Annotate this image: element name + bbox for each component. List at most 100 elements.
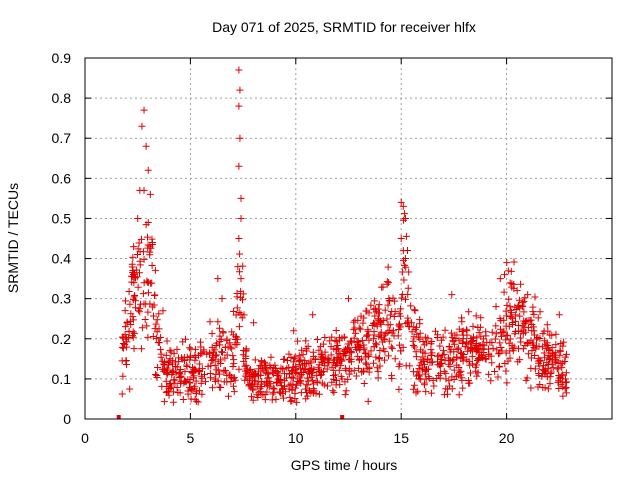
data-point	[166, 346, 174, 354]
data-point	[141, 315, 149, 323]
data-point	[144, 218, 152, 226]
data-point	[507, 267, 515, 275]
data-point	[488, 328, 496, 336]
data-point	[559, 359, 567, 367]
data-point	[415, 365, 423, 373]
data-point	[512, 306, 520, 314]
data-point	[165, 391, 173, 399]
data-point	[321, 333, 329, 341]
data-point	[223, 351, 231, 359]
data-point	[458, 376, 466, 384]
data-point	[354, 338, 362, 346]
data-point	[289, 380, 297, 388]
data-point	[268, 396, 276, 404]
data-point	[129, 316, 137, 324]
data-point	[303, 347, 311, 355]
data-point	[263, 379, 271, 387]
data-point	[376, 319, 384, 327]
data-point	[126, 300, 134, 308]
data-point	[142, 142, 150, 150]
data-point	[368, 322, 376, 330]
data-point	[138, 324, 146, 332]
data-point	[416, 329, 424, 337]
data-point	[558, 364, 566, 372]
data-point	[341, 391, 349, 399]
data-point	[251, 356, 259, 364]
data-point	[523, 374, 531, 382]
data-point	[546, 380, 554, 388]
data-point	[237, 275, 245, 283]
data-point	[118, 390, 126, 398]
data-point	[440, 391, 448, 399]
data-point	[172, 362, 180, 370]
data-point	[507, 309, 515, 317]
data-point	[385, 279, 393, 287]
data-point	[334, 342, 342, 350]
data-point	[463, 327, 471, 335]
y-tick-label: 0.5	[52, 210, 72, 226]
data-point	[327, 351, 335, 359]
x-axis-label: GPS time / hours	[291, 457, 398, 473]
data-point	[148, 261, 156, 269]
data-point	[237, 194, 245, 202]
data-point	[469, 322, 477, 330]
data-point	[340, 333, 348, 341]
data-point	[408, 328, 416, 336]
data-point	[529, 308, 537, 316]
data-point	[176, 389, 184, 397]
data-point	[181, 368, 189, 376]
chart-title: Day 071 of 2025, SRMTID for receiver hlf…	[212, 19, 476, 35]
data-point	[319, 354, 327, 362]
data-point	[457, 349, 465, 357]
data-point	[399, 343, 407, 351]
data-point	[358, 336, 366, 344]
data-point	[435, 352, 443, 360]
data-point	[375, 332, 383, 340]
data-point	[340, 346, 348, 354]
data-point	[447, 329, 455, 337]
data-point	[270, 385, 278, 393]
data-point	[347, 367, 355, 375]
data-point	[415, 333, 423, 341]
data-point	[510, 343, 518, 351]
data-point	[480, 345, 488, 353]
data-point	[187, 345, 195, 353]
data-point	[454, 344, 462, 352]
data-point	[370, 359, 378, 367]
data-point	[355, 324, 363, 332]
data-point	[455, 336, 463, 344]
data-point	[459, 335, 467, 343]
data-point	[502, 349, 510, 357]
data-point	[198, 349, 206, 357]
data-point	[302, 395, 310, 403]
data-point	[415, 371, 423, 379]
data-point	[543, 339, 551, 347]
data-point	[511, 311, 519, 319]
data-point	[544, 385, 552, 393]
data-point	[556, 373, 564, 381]
data-point	[294, 337, 302, 345]
data-point	[216, 341, 224, 349]
y-tick-label: 0	[63, 411, 71, 427]
data-point	[212, 377, 220, 385]
data-point	[230, 307, 238, 315]
data-point	[546, 352, 554, 360]
data-point	[311, 355, 319, 363]
data-point	[152, 334, 160, 342]
data-point	[273, 378, 281, 386]
baseline-mark	[340, 415, 345, 419]
data-point	[324, 356, 332, 364]
data-point	[157, 346, 165, 354]
data-point	[409, 385, 417, 393]
data-point	[260, 358, 268, 366]
data-point	[506, 279, 514, 287]
data-point	[472, 363, 480, 371]
data-point	[528, 327, 536, 335]
data-point	[452, 372, 460, 380]
data-point	[263, 388, 271, 396]
data-point	[419, 353, 427, 361]
data-point	[258, 378, 266, 386]
data-point	[121, 307, 129, 315]
data-point	[354, 352, 362, 360]
data-point	[370, 335, 378, 343]
